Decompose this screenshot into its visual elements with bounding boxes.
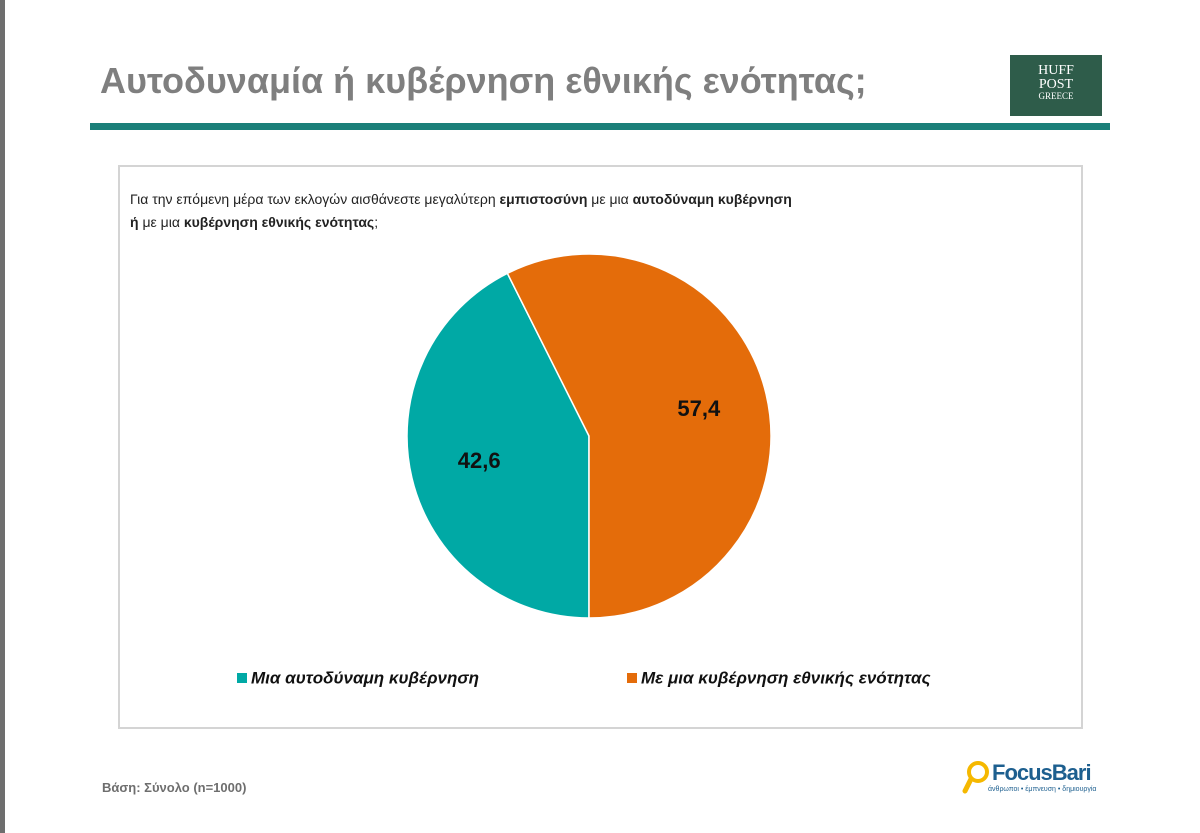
question-run: Για την επόμενη μέρα των εκλογών αισθάνε… bbox=[130, 191, 500, 207]
title-rule bbox=[90, 123, 1110, 130]
question-run: ή bbox=[130, 214, 139, 230]
legend-label: Με μια κυβέρνηση εθνικής ενότητας bbox=[641, 668, 931, 687]
logo-text: HUFF bbox=[1038, 63, 1074, 78]
question-run: με μια bbox=[138, 214, 184, 230]
footer: Βάση: Σύνολο (n=1000) bbox=[102, 780, 247, 795]
question-run: αυτοδύναμη κυβέρνηση bbox=[632, 191, 792, 207]
legend-label: Μια αυτοδύναμη κυβέρνηση bbox=[251, 668, 479, 687]
chart-title: Αυτοδυναμία ή κυβέρνηση εθνικής ενότητας… bbox=[100, 60, 867, 101]
question-line: Για την επόμενη μέρα των εκλογών αισθάνε… bbox=[130, 188, 792, 211]
data-label: 57,4 bbox=[677, 396, 721, 421]
pie-slice bbox=[406, 272, 590, 619]
logo-name: FocusBari bbox=[992, 760, 1092, 785]
question-run: με μια bbox=[587, 191, 633, 207]
logo-tagline: άνθρωποι • έμπνευση • δημιουργία bbox=[988, 786, 1097, 793]
question-run: εμπιστοσύνη bbox=[499, 191, 588, 207]
chart-frame bbox=[118, 165, 1083, 729]
legend-swatch bbox=[627, 673, 637, 683]
focus-logo: FocusBari άνθρωποι • έμπνευση • δημιουργ… bbox=[962, 758, 1102, 798]
huffpost-logo: HUFF POST GREECE bbox=[1010, 55, 1102, 116]
question: Για την επόμενη μέρα των εκλογών αισθάνε… bbox=[130, 188, 792, 234]
pie-slice bbox=[506, 253, 772, 619]
question-run: κυβέρνηση εθνικής ενότητας bbox=[183, 214, 375, 230]
logo-icon bbox=[962, 761, 989, 794]
edge bbox=[0, 0, 5, 833]
question-line: ή με μια κυβέρνηση εθνικής ενότητας; bbox=[130, 211, 792, 234]
legend-swatch bbox=[237, 673, 247, 683]
question-run: ; bbox=[374, 214, 379, 230]
logo-text: POST bbox=[1038, 77, 1074, 92]
icon-handle bbox=[962, 776, 974, 794]
data-label: 42,6 bbox=[458, 448, 501, 473]
icon-ring bbox=[967, 761, 989, 783]
logo-text: GREECE bbox=[1038, 91, 1074, 101]
